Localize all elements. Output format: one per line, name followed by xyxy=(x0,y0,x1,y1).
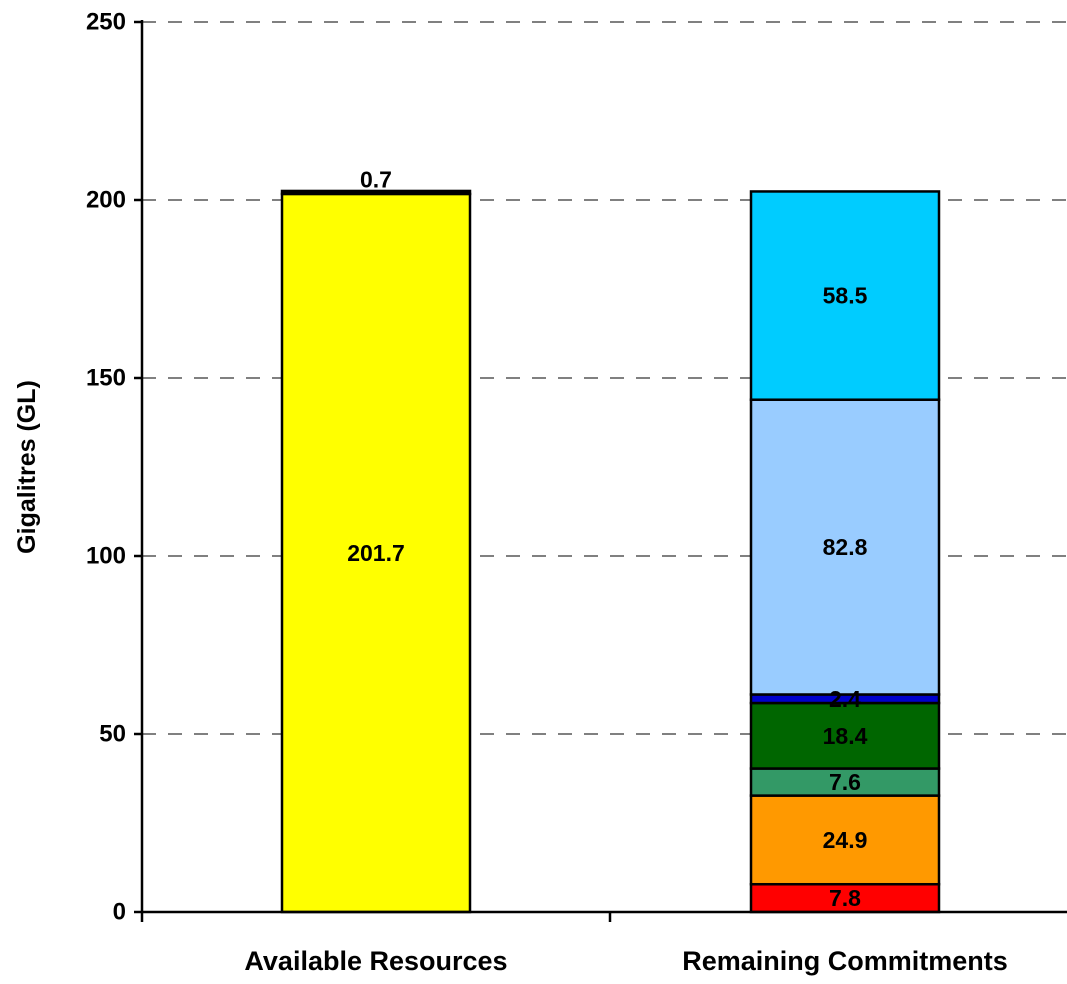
bar-segment xyxy=(749,190,941,401)
segment-value-label: 24.9 xyxy=(823,827,868,853)
x-category-labels: Available Resources Remaining Commitments xyxy=(244,946,1007,976)
y-tick-label: 250 xyxy=(86,9,126,36)
segment-value-label: 7.8 xyxy=(829,885,861,911)
segment-value-label: 2.4 xyxy=(829,686,861,712)
y-axis-label: Gigalitres (GL) xyxy=(13,380,41,554)
y-tick-labels: 0 50 100 150 200 250 xyxy=(86,9,126,926)
bar-segment xyxy=(749,794,941,886)
bar-segment xyxy=(280,192,472,914)
y-tick-label: 200 xyxy=(86,187,126,214)
y-tick-label: 0 xyxy=(113,899,126,926)
bar-stacks xyxy=(280,189,941,914)
segment-value-label: 201.7 xyxy=(347,540,405,566)
x-category-label: Remaining Commitments xyxy=(682,946,1008,976)
bar-segment xyxy=(749,767,941,797)
segment-value-label: 18.4 xyxy=(823,723,868,749)
y-tick-label: 50 xyxy=(99,721,126,748)
bar-segment xyxy=(280,189,472,196)
y-tick-label: 100 xyxy=(86,543,126,570)
segment-labels: 201.7 0.7 7.8 24.9 7.6 18.4 2.4 82.8 58.5 xyxy=(347,166,867,911)
segment-value-label: 0.7 xyxy=(360,166,392,192)
segment-value-label: 58.5 xyxy=(823,283,868,309)
x-category-label: Available Resources xyxy=(244,946,507,976)
y-tick-label: 150 xyxy=(86,365,126,392)
axes xyxy=(134,20,1067,922)
segment-value-label: 7.6 xyxy=(829,769,861,795)
segment-value-label: 82.8 xyxy=(823,534,868,560)
